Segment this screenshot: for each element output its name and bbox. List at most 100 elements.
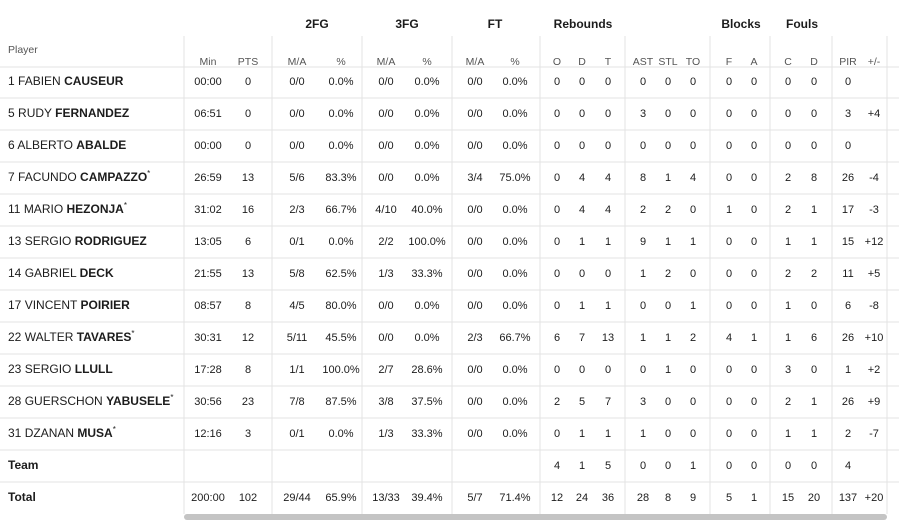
stat-cell: 1 (785, 428, 791, 440)
stat-cell: 0.0% (502, 396, 527, 408)
stat-cell: 0.0% (328, 108, 353, 120)
stat-cell: 65.9% (325, 492, 356, 504)
stat-cell: 0/0 (289, 108, 304, 120)
stat-cell: 1/3 (378, 268, 393, 280)
stat-cell: 12 (551, 492, 563, 504)
stat-cell: 1 (751, 492, 757, 504)
stat-cell: 3 (640, 108, 646, 120)
stat-cell: 17:28 (194, 364, 222, 376)
column-header: M/A (466, 56, 485, 68)
stat-cell: 5/6 (289, 172, 304, 184)
stat-cell: 0 (554, 236, 560, 248)
stat-cell: 0.0% (502, 204, 527, 216)
stat-cell: 0/0 (289, 76, 304, 88)
stat-cell: 0 (785, 140, 791, 152)
column-header: STL (658, 56, 677, 68)
stat-cell: 1 (579, 236, 585, 248)
first-name: VINCENT (25, 298, 78, 312)
stat-cell: 0/0 (289, 140, 304, 152)
stat-cell: 0.0% (414, 172, 439, 184)
stat-cell: 0 (845, 76, 851, 88)
first-name: ALBERTO (17, 138, 73, 152)
total-label: Total (8, 490, 36, 504)
stat-cell: 0 (690, 268, 696, 280)
stat-cell: 2 (690, 332, 696, 344)
first-name: MARIO (24, 202, 63, 216)
stat-cell: 0 (811, 140, 817, 152)
stat-cell: 9 (640, 236, 646, 248)
stat-cell: 0 (751, 396, 757, 408)
stat-cell: 5/11 (287, 332, 308, 344)
stat-cell: 0 (751, 108, 757, 120)
group-header: Fouls (786, 17, 818, 31)
stat-cell: 31:02 (194, 204, 222, 216)
stat-cell: 4 (726, 332, 732, 344)
stat-cell: 0 (245, 140, 251, 152)
stat-cell: 4 (554, 460, 560, 472)
team-label: Team (8, 458, 38, 472)
stat-cell: 40.0% (411, 204, 442, 216)
stat-cell: 1 (665, 236, 671, 248)
stat-cell: 0 (690, 140, 696, 152)
stat-cell: 1/1 (289, 364, 304, 376)
stat-cell: 8 (245, 364, 251, 376)
stat-cell: 87.5% (325, 396, 356, 408)
stat-cell: +4 (868, 108, 881, 120)
stat-cell: 3 (640, 396, 646, 408)
stat-cell: 1 (605, 428, 611, 440)
stat-cell: 0 (845, 140, 851, 152)
stat-cell: 0 (605, 268, 611, 280)
stat-cell: 66.7% (499, 332, 530, 344)
stat-cell: 1 (690, 460, 696, 472)
column-header: F (726, 56, 732, 68)
stat-cell: 30:56 (194, 396, 222, 408)
stat-cell: 3/8 (378, 396, 393, 408)
first-name: DZANAN (25, 426, 74, 440)
player-name: 7 FACUNDO CAMPAZZO* (8, 169, 150, 184)
stat-cell: 2 (785, 204, 791, 216)
stat-cell: 0.0% (502, 140, 527, 152)
player-number: 7 (8, 170, 15, 184)
first-name: RUDY (18, 106, 52, 120)
stat-cell: 2/3 (289, 204, 304, 216)
stat-cell: 0/0 (467, 300, 482, 312)
stat-cell: 0 (579, 76, 585, 88)
stat-cell: 5 (579, 396, 585, 408)
group-header: 2FG (305, 17, 328, 31)
column-header: PIR (839, 56, 857, 68)
stat-cell: 5 (605, 460, 611, 472)
stat-cell: 1 (640, 268, 646, 280)
stat-cell: +2 (868, 364, 881, 376)
stat-cell: 0 (751, 140, 757, 152)
stat-cell: 4 (845, 460, 851, 472)
stat-cell: 2/2 (378, 236, 393, 248)
stat-cell: 0.0% (502, 364, 527, 376)
stat-cell: 0 (726, 300, 732, 312)
stat-cell: 13 (242, 268, 254, 280)
stat-cell: 4 (605, 172, 611, 184)
column-header: Min (200, 56, 217, 68)
stat-cell: 26:59 (194, 172, 222, 184)
stat-cell: 0 (605, 108, 611, 120)
stat-cell: 0 (605, 76, 611, 88)
stat-cell: 26 (842, 172, 854, 184)
group-header: Rebounds (554, 17, 613, 31)
starter-mark: * (113, 425, 116, 434)
stat-cell: 3 (845, 108, 851, 120)
stat-cell: 0 (554, 172, 560, 184)
stat-cell: 12 (242, 332, 254, 344)
stat-cell: 6 (811, 332, 817, 344)
stat-cell: 21:55 (194, 268, 222, 280)
stat-cell: 0 (690, 396, 696, 408)
starter-mark: * (147, 169, 150, 178)
stat-cell: 0/0 (378, 140, 393, 152)
stat-cell: 24 (576, 492, 588, 504)
stat-cell: 12:16 (194, 428, 222, 440)
stat-cell: 0 (811, 300, 817, 312)
stat-cell: 6 (245, 236, 251, 248)
stat-cell: 0 (726, 268, 732, 280)
player-number: 13 (8, 234, 22, 248)
stat-cell: +9 (868, 396, 881, 408)
stat-cell: 0 (605, 140, 611, 152)
